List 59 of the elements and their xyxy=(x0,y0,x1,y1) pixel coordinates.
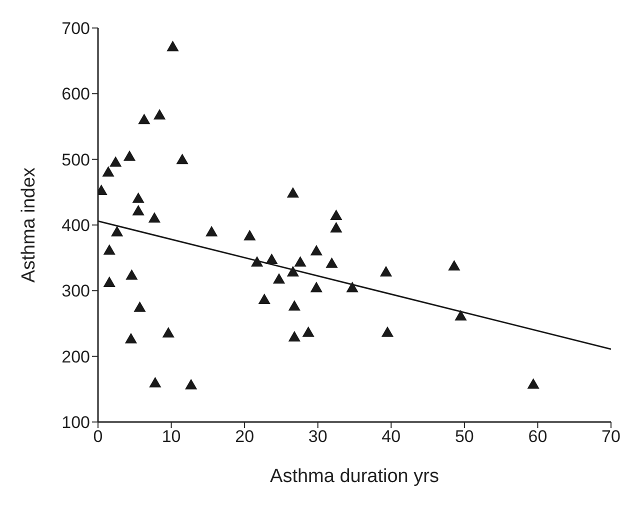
point xyxy=(176,154,188,164)
point xyxy=(250,256,264,267)
point xyxy=(326,257,338,268)
point xyxy=(330,222,342,232)
point xyxy=(310,282,322,292)
point xyxy=(126,269,138,280)
x-tick-label: 60 xyxy=(528,427,548,446)
point xyxy=(162,326,174,338)
point xyxy=(258,294,270,304)
point xyxy=(272,273,286,284)
point xyxy=(124,332,138,344)
x-tick-label: 0 xyxy=(93,427,103,446)
y-tick-label: 200 xyxy=(62,347,90,366)
point xyxy=(132,192,144,203)
y-tick-label: 600 xyxy=(62,84,90,104)
y-tick-label: 500 xyxy=(62,150,90,170)
x-axis-title: Asthma duration yrs xyxy=(270,466,439,487)
x-tick-label: 30 xyxy=(308,427,328,446)
point xyxy=(134,301,146,312)
point xyxy=(244,230,256,240)
point xyxy=(102,166,114,177)
y-axis-title: Asthma index xyxy=(18,166,40,283)
point xyxy=(138,114,150,124)
point xyxy=(166,40,179,52)
point xyxy=(132,204,144,216)
y-tick-label: 700 xyxy=(62,19,90,38)
x-tick-label: 20 xyxy=(235,427,254,446)
x-tick-label: 70 xyxy=(602,427,620,446)
y-tick-label: 100 xyxy=(62,413,90,432)
point xyxy=(330,209,342,220)
point xyxy=(288,300,300,311)
point xyxy=(153,108,166,120)
point xyxy=(294,256,306,267)
point xyxy=(302,326,314,337)
point xyxy=(266,253,278,264)
x-tick-label: 10 xyxy=(162,427,181,446)
point xyxy=(110,226,124,236)
point xyxy=(103,276,116,287)
point xyxy=(527,378,540,389)
point xyxy=(381,326,394,337)
y-tick-label: 400 xyxy=(62,216,90,236)
point xyxy=(103,244,116,255)
point xyxy=(286,266,300,276)
x-tick-label: 50 xyxy=(454,427,474,446)
point xyxy=(184,378,198,390)
x-tick-label: 40 xyxy=(382,427,401,446)
point xyxy=(380,266,392,276)
point xyxy=(454,310,467,320)
point xyxy=(206,226,218,236)
y-tick-label: 300 xyxy=(62,282,90,301)
point xyxy=(286,187,300,198)
point xyxy=(148,212,161,223)
point xyxy=(123,150,136,161)
point xyxy=(288,330,300,342)
point xyxy=(110,156,122,167)
point xyxy=(310,244,322,256)
point xyxy=(149,376,162,388)
point xyxy=(448,260,460,271)
point xyxy=(346,282,358,292)
